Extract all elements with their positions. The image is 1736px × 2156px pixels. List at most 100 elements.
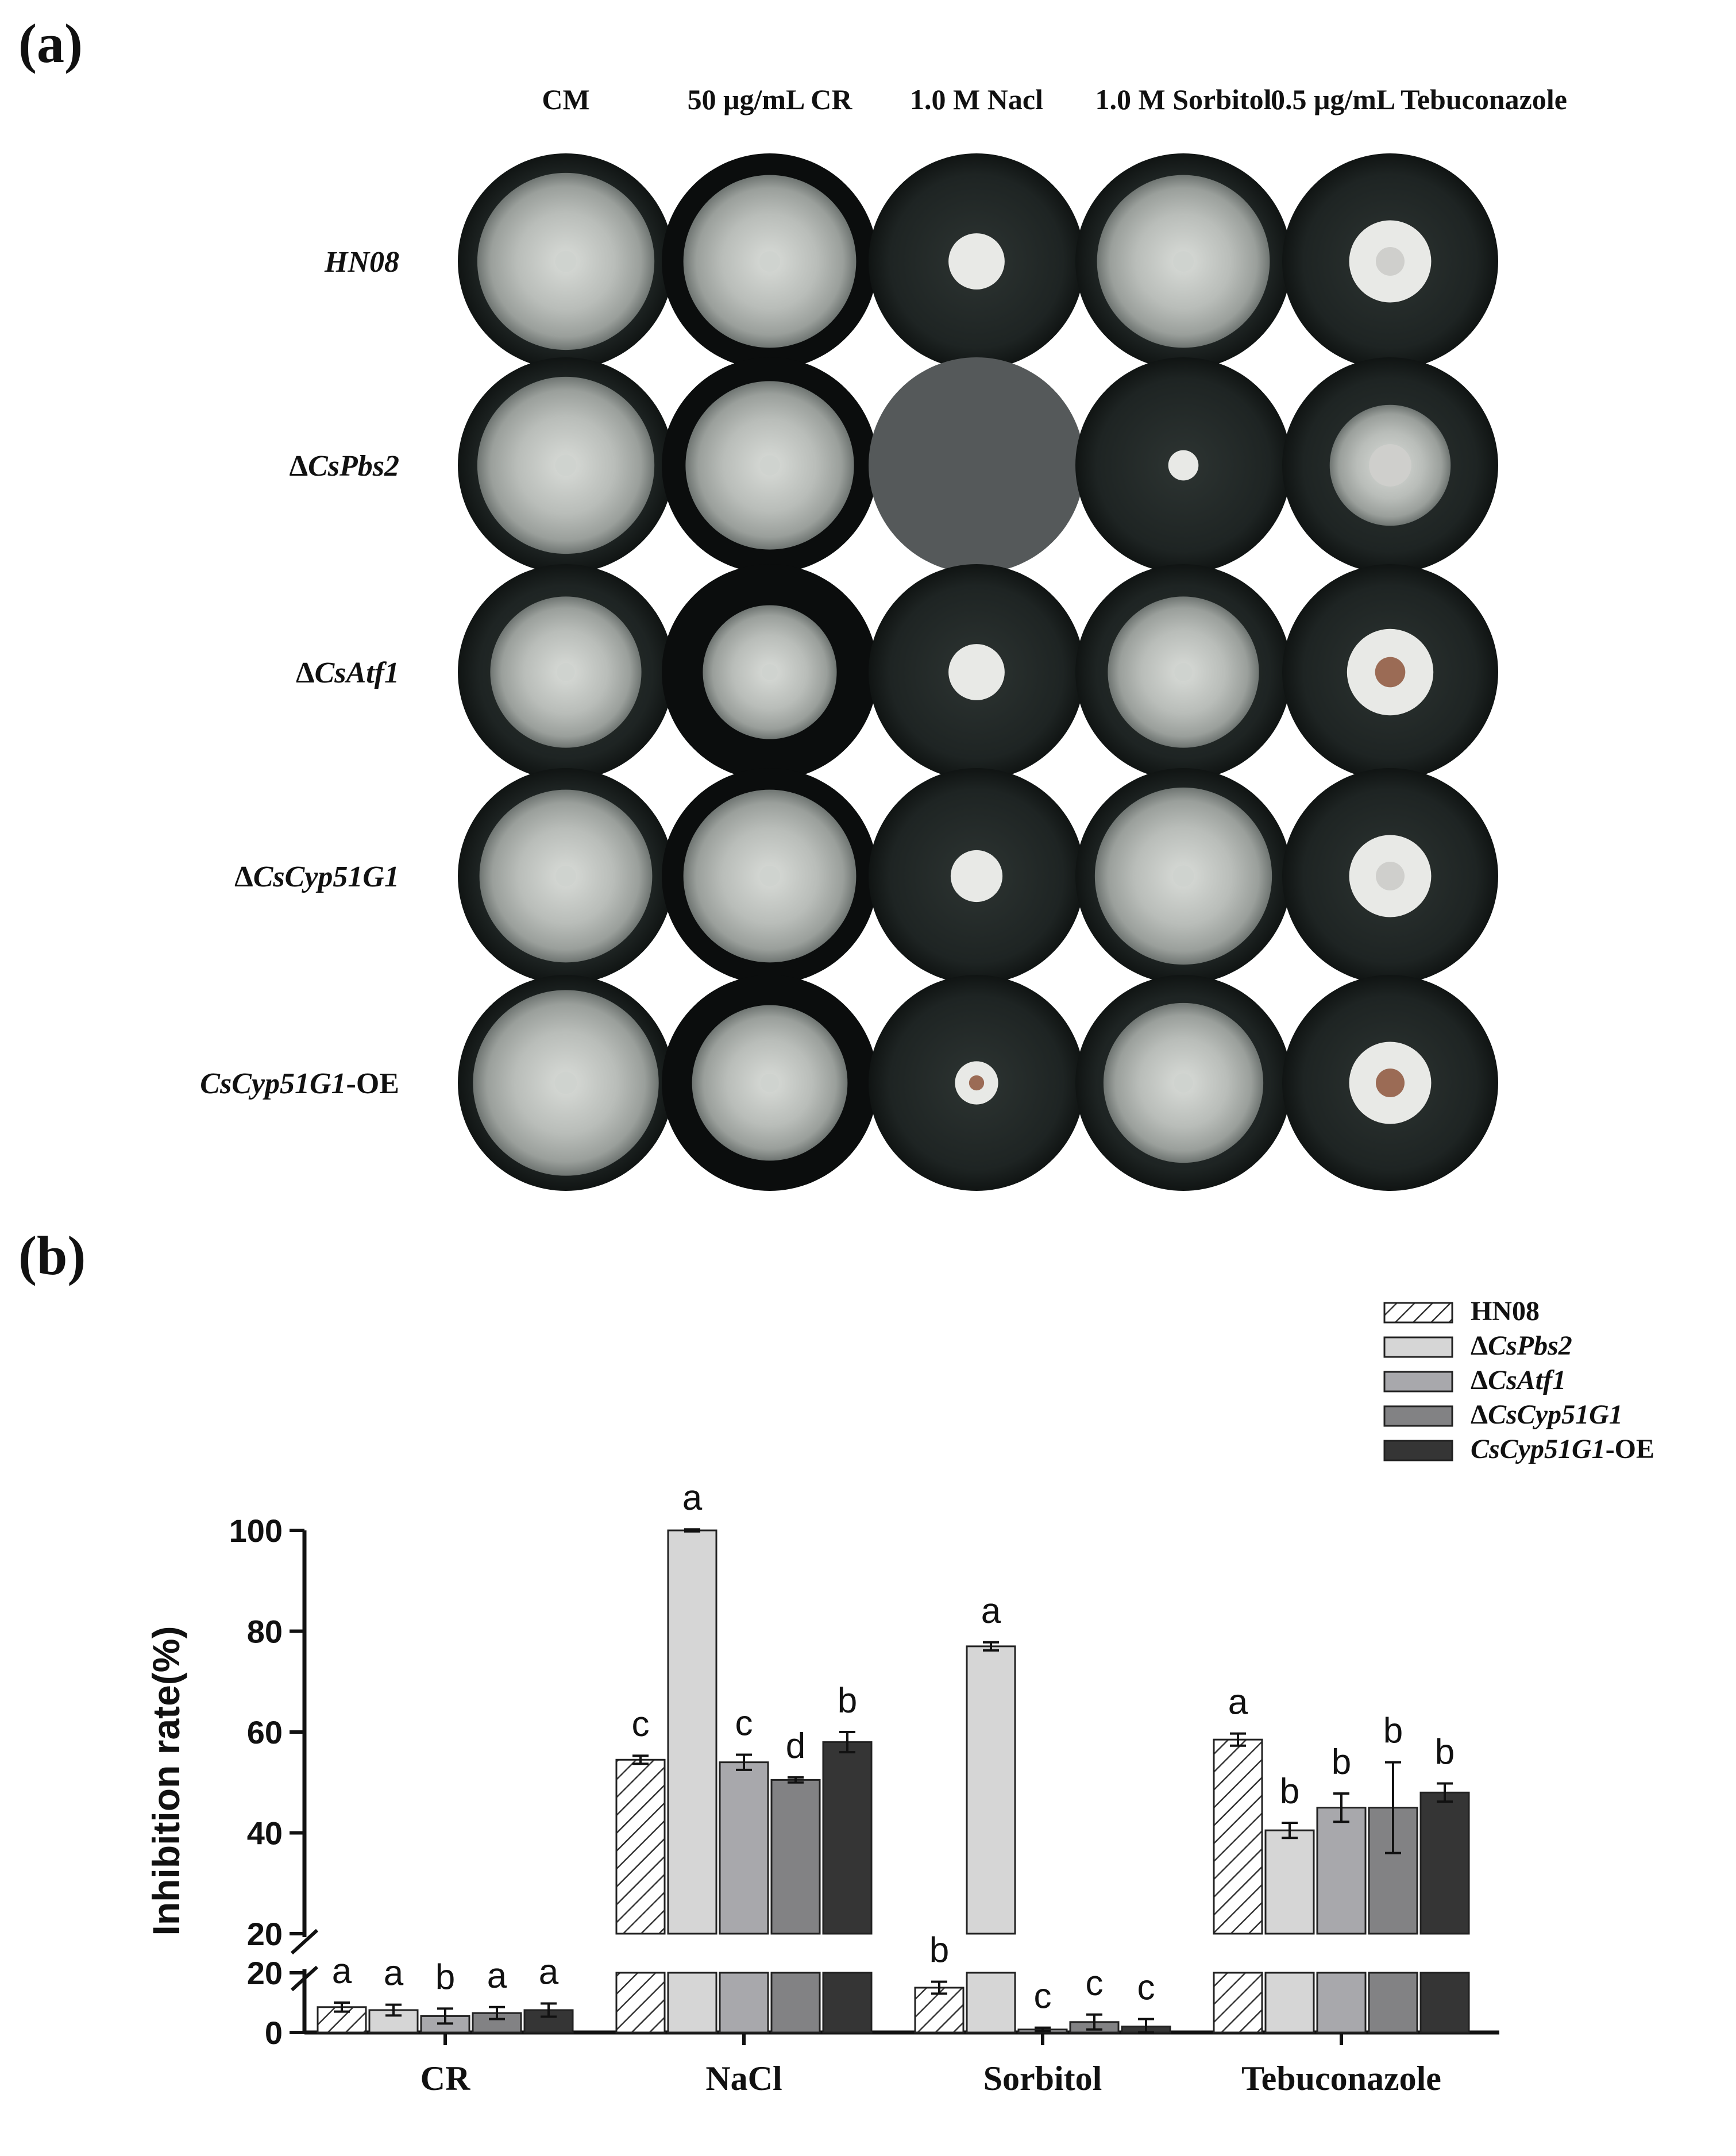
- petri-plate: [662, 153, 878, 369]
- fungal-colony: [1168, 450, 1199, 481]
- bar: [914, 1987, 965, 2034]
- legend-name: CsAtf1: [1488, 1365, 1566, 1395]
- row-header-suffix: -OE: [346, 1067, 399, 1100]
- bar: [1419, 1791, 1470, 1935]
- significance-letter: a: [384, 1954, 404, 1993]
- bar: [1069, 2021, 1120, 2034]
- column-header: 1.0 M Sorbitol: [1095, 83, 1272, 115]
- row-header-name: CsPbs2: [308, 450, 399, 483]
- x-category-label: Tebuconazole: [1241, 2059, 1441, 2097]
- row-header-prefix: Δ: [296, 657, 315, 689]
- colony-center: [1172, 865, 1194, 887]
- petri-plate: [458, 564, 674, 780]
- colony-center: [1174, 1073, 1193, 1093]
- significance-letter: c: [1137, 1968, 1155, 2008]
- bar: [667, 1529, 717, 1935]
- significance-letter: a: [332, 1951, 352, 1991]
- colony-center: [557, 663, 575, 681]
- row-header-prefix: Δ: [234, 861, 253, 893]
- petri-plate: [1075, 975, 1291, 1191]
- petri-plate: [869, 975, 1085, 1191]
- colony-center: [1375, 657, 1406, 688]
- significance-letter: c: [735, 1703, 753, 1743]
- bar-lower-segment: [667, 1972, 717, 2034]
- y-tick-label: 60: [247, 1714, 283, 1750]
- bar-lower-segment: [615, 1972, 666, 2034]
- y-tick-label: 20: [247, 1916, 283, 1952]
- fungal-colony: [950, 850, 1003, 902]
- colony-center: [1172, 250, 1194, 272]
- colony-center: [760, 1073, 780, 1093]
- row-header-name: CsAtf1: [315, 657, 399, 689]
- petri-plate: [869, 564, 1085, 780]
- legend-prefix: Δ: [1471, 1365, 1488, 1395]
- petri-plate: [1075, 768, 1291, 984]
- significance-letter: c: [1086, 1964, 1104, 2003]
- column-header: 50 μg/mL CR: [688, 83, 853, 115]
- x-category-label: Sorbitol: [983, 2059, 1102, 2097]
- row-header: CsCyp51G1-OE: [200, 1067, 399, 1100]
- bar: [472, 2012, 522, 2034]
- row-header: HN08: [324, 246, 399, 279]
- bar-lower-segment: [822, 1972, 873, 2034]
- plate-dish: [869, 357, 1085, 573]
- bar-lower-segment: [719, 1972, 769, 2034]
- bar: [615, 1758, 666, 1935]
- bar: [966, 1645, 1016, 1935]
- y-tick-label: 40: [247, 1815, 283, 1852]
- legend-name: HN08: [1471, 1296, 1540, 1326]
- legend-swatch: [1383, 1440, 1453, 1461]
- row-header: ΔCsAtf1: [296, 657, 399, 689]
- bar: [1213, 1738, 1263, 1935]
- colony-center: [1375, 861, 1405, 891]
- significance-letter: d: [786, 1726, 805, 1766]
- petri-plate: [1282, 357, 1498, 573]
- legend-name: CsCyp51G1: [1471, 1434, 1606, 1464]
- petri-plate: [662, 768, 878, 984]
- significance-letter: c: [1034, 1977, 1052, 2016]
- petri-plate: [1282, 768, 1498, 984]
- significance-letter: a: [981, 1591, 1001, 1631]
- petri-plate: [662, 357, 878, 573]
- petri-plate: [662, 975, 878, 1191]
- colony-center: [759, 865, 781, 887]
- legend-entry: ΔCsPbs2: [1471, 1330, 1572, 1361]
- petri-plate: [458, 153, 674, 369]
- legend-swatch: [1383, 1336, 1453, 1358]
- colony-center: [1369, 444, 1411, 487]
- significance-letter: b: [1332, 1742, 1351, 1782]
- significance-letter: a: [682, 1478, 703, 1518]
- petri-plate: [1075, 357, 1291, 573]
- colony-center: [1375, 1068, 1405, 1098]
- bar: [420, 2015, 470, 2034]
- bar-lower-segment: [1316, 1972, 1367, 2034]
- column-header: 0.5 μg/mL Tebuconazole: [1271, 83, 1567, 115]
- petri-plate: [1075, 564, 1291, 780]
- fungal-colony: [948, 644, 1005, 700]
- legend-swatch: [1383, 1302, 1453, 1324]
- legend-prefix: Δ: [1471, 1399, 1488, 1430]
- petri-plate: [1075, 153, 1291, 369]
- axis-break-mark: [290, 1929, 319, 1955]
- row-header-prefix: Δ: [289, 450, 308, 483]
- colony-center: [1174, 663, 1193, 681]
- petri-plate: [662, 564, 878, 780]
- bar-lower-segment: [1419, 1972, 1470, 2034]
- legend-swatch: [1383, 1405, 1453, 1427]
- bar: [822, 1741, 873, 1935]
- petri-plate: [869, 357, 1085, 573]
- colony-center: [1375, 246, 1405, 276]
- y-tick-label: 100: [229, 1513, 283, 1549]
- legend-prefix: Δ: [1471, 1330, 1488, 1361]
- significance-letter: b: [1435, 1733, 1455, 1772]
- petri-plate: [458, 357, 674, 573]
- fungal-colony: [948, 233, 1005, 290]
- y-tick-label: 80: [247, 1614, 283, 1650]
- row-header-name: CsCyp51G1: [253, 861, 399, 893]
- x-category-label: CR: [421, 2059, 470, 2097]
- column-header: 1.0 M Nacl: [910, 83, 1043, 115]
- petri-plate: [458, 768, 674, 984]
- panel-b-label: (b): [18, 1225, 86, 1286]
- significance-letter: a: [487, 1956, 507, 1996]
- row-header: ΔCsCyp51G1: [234, 861, 399, 893]
